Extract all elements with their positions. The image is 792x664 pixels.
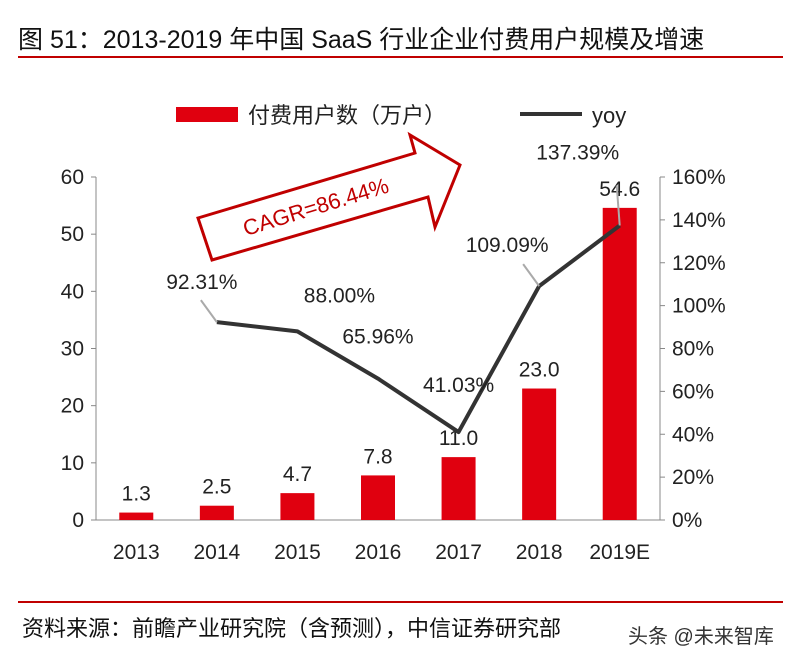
bar-2016 <box>361 475 395 520</box>
yoy-label: 41.03% <box>423 374 494 397</box>
bar-label: 2.5 <box>202 476 231 499</box>
figure-title: 图 51：2013-2019 年中国 SaaS 行业企业付费用户规模及增速 <box>18 26 705 54</box>
yoy-label: 65.96% <box>342 326 413 349</box>
bar-2018 <box>522 388 557 520</box>
right-tick-label: 160% <box>672 166 726 189</box>
legend-line-label: yoy <box>592 103 626 128</box>
watermark: 头条 @未来智库 <box>628 626 774 648</box>
left-tick-label: 10 <box>61 452 84 475</box>
right-tick-label: 100% <box>672 295 726 318</box>
yoy-label: 137.39% <box>536 141 619 164</box>
right-tick-label: 120% <box>672 252 726 275</box>
bar-2017 <box>441 457 476 520</box>
x-tick-label: 2016 <box>355 541 402 564</box>
bar-2013 <box>119 512 154 520</box>
title-rule <box>18 56 783 58</box>
x-tick-label: 2017 <box>435 541 482 564</box>
yoy-label: 92.31% <box>166 271 237 294</box>
bar-2014 <box>199 505 234 520</box>
bar-label: 23.0 <box>519 359 560 382</box>
right-tick-label: 0% <box>672 509 702 532</box>
leader-line <box>615 185 621 226</box>
x-tick-label: 2013 <box>113 541 160 564</box>
source-note: 资料来源：前瞻产业研究院（含预测），中信证券研究部 <box>22 616 562 641</box>
right-tick-label: 20% <box>672 466 714 489</box>
leader-line <box>200 299 218 323</box>
footer-rule <box>18 601 783 603</box>
x-tick-label: 2015 <box>274 541 321 564</box>
left-tick-label: 30 <box>61 338 84 361</box>
yoy-label: 109.09% <box>466 234 549 257</box>
left-tick-label: 20 <box>61 395 84 418</box>
right-tick-label: 140% <box>672 209 726 232</box>
bar-label: 1.3 <box>122 483 151 506</box>
left-tick-label: 40 <box>61 280 84 303</box>
right-tick-label: 40% <box>672 423 714 446</box>
x-tick-label: 2019E <box>589 541 650 564</box>
bar-2015 <box>280 493 315 520</box>
bar-label: 11.0 <box>439 427 478 450</box>
bar-label: 7.8 <box>363 445 392 468</box>
bar-label: 4.7 <box>283 463 312 486</box>
left-tick-label: 50 <box>61 223 84 246</box>
x-tick-label: 2014 <box>193 541 240 564</box>
right-tick-label: 80% <box>672 338 714 361</box>
chart-svg: 0 10 20 30 40 50 60 0% 20% 40% 60% 80% 100% 120% 140% 1… <box>61 103 726 564</box>
legend-bar-label: 付费用户数（万户） <box>248 103 446 128</box>
yoy-line <box>216 223 621 435</box>
yoy-label: 88.00% <box>304 284 375 307</box>
cagr-arrow <box>196 131 462 262</box>
bar-2019E <box>602 207 637 520</box>
right-tick-label: 60% <box>672 380 714 403</box>
left-tick-label: 0 <box>72 509 84 532</box>
leader-line <box>522 263 540 287</box>
legend-bar-swatch <box>176 107 238 122</box>
left-tick-label: 60 <box>61 166 84 189</box>
x-tick-label: 2018 <box>516 541 563 564</box>
bar-label: 54.6 <box>599 178 640 201</box>
